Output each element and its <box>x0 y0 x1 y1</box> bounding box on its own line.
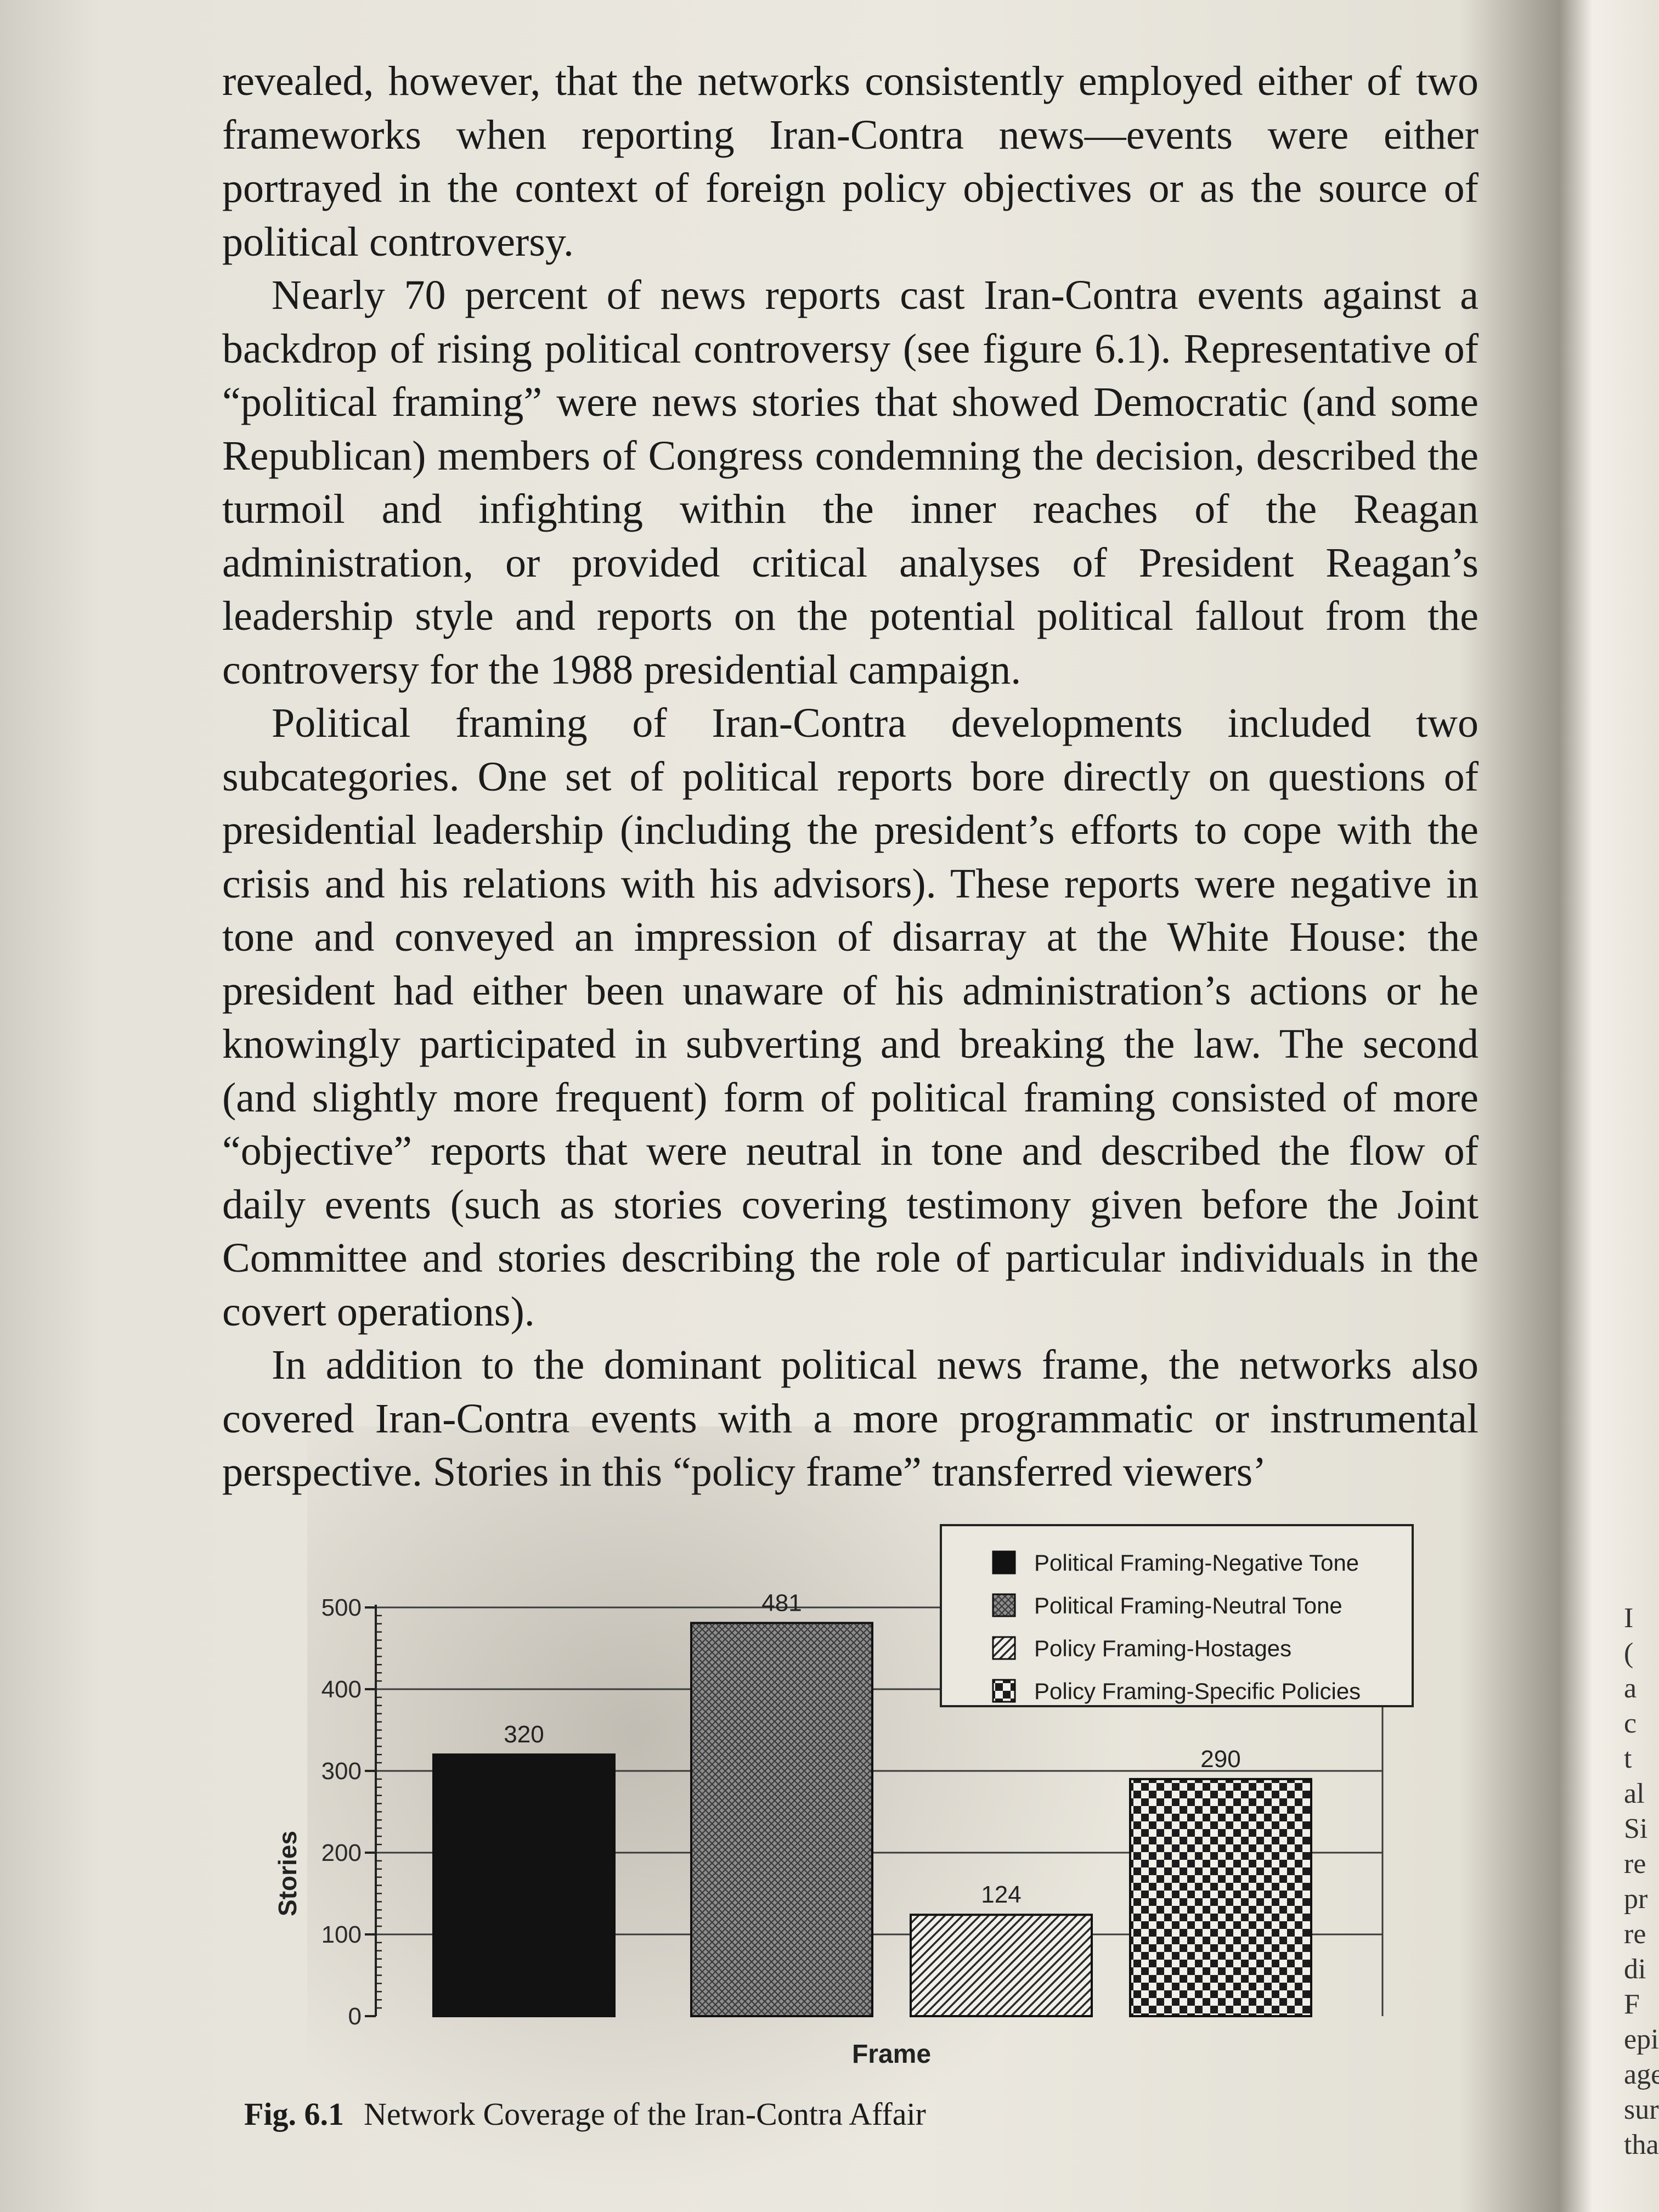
y-tick-label: 300 <box>321 1758 362 1785</box>
paragraph-1: revealed, however, that the networks con… <box>222 58 1479 265</box>
margin-fragment: t <box>1624 1743 1632 1774</box>
y-tick-label: 0 <box>348 2003 362 2030</box>
figure-caption: Fig. 6.1 Network Coverage of the Iran-Con… <box>244 2096 926 2132</box>
margin-fragment: di <box>1624 1954 1646 1985</box>
legend-swatch <box>992 1679 1016 1703</box>
y-tick-label: 100 <box>321 1921 362 1948</box>
figure-title: Network Coverage of the Iran-Contra Affa… <box>364 2096 926 2132</box>
margin-fragment: F <box>1624 1989 1640 2020</box>
data-label: 124 <box>981 1881 1021 1908</box>
bar <box>1129 1778 1312 2017</box>
legend-entry: Political Framing-Negative Tone <box>1034 1550 1359 1576</box>
bars <box>432 1622 1312 2017</box>
paragraph-3: Political framing of Iran-Contra develop… <box>222 700 1479 1335</box>
margin-fragment: pr <box>1624 1883 1648 1915</box>
legend-box <box>940 1524 1414 1707</box>
margin-fragment: surr <box>1624 2094 1659 2125</box>
bar-chart: 0 100 200 300 400 500 320 481 124 290 Political … <box>273 1524 1414 2068</box>
bar <box>910 1914 1093 2017</box>
figure-label: Fig. 6.1 <box>244 2096 345 2132</box>
legend-entry: Policy Framing-Hostages <box>1034 1635 1291 1661</box>
margin-fragment: re <box>1624 1848 1646 1880</box>
legend: Political Framing-Negative Tone Political… <box>940 1524 1414 1707</box>
legend-swatch <box>992 1636 1016 1660</box>
y-axis-title: Stories <box>273 1831 302 1916</box>
margin-fragment: that <box>1624 2129 1659 2160</box>
body-text: revealed, however, that the networks con… <box>222 55 1479 1499</box>
margin-fragment: ( <box>1624 1638 1634 1669</box>
data-labels: 320 481 124 290 <box>504 1589 1240 1908</box>
data-label: 481 <box>761 1589 802 1616</box>
paragraph-4: In addition to the dominant political ne… <box>222 1342 1479 1495</box>
figure-6-1-chart: 0 100 200 300 400 500 320 481 124 290 Political … <box>258 1514 1443 2068</box>
margin-fragment: c <box>1624 1708 1637 1739</box>
margin-fragment: Si <box>1624 1813 1648 1844</box>
margin-fragment: age <box>1624 2059 1659 2090</box>
paragraph-2: Nearly 70 percent of news reports cast I… <box>222 272 1479 693</box>
legend-swatch <box>992 1593 1016 1617</box>
y-tick-label: 400 <box>321 1676 362 1703</box>
margin-fragment: re <box>1624 1918 1646 1950</box>
x-axis-title: Frame <box>852 2040 931 2068</box>
y-axis: 0 100 200 300 400 500 <box>321 1594 382 2030</box>
margin-fragment: I <box>1624 1602 1634 1634</box>
legend-swatch <box>992 1550 1016 1575</box>
y-tick-label: 500 <box>321 1594 362 1621</box>
data-label: 290 <box>1200 1746 1240 1773</box>
data-label: 320 <box>504 1721 544 1748</box>
margin-fragment: epi <box>1624 2024 1659 2055</box>
margin-fragment: a <box>1624 1673 1637 1704</box>
margin-fragment: al <box>1624 1778 1645 1809</box>
bar <box>690 1622 873 2017</box>
legend-entry: Policy Framing-Specific Policies <box>1034 1678 1361 1704</box>
y-tick-label: 200 <box>321 1839 362 1866</box>
bar <box>432 1753 616 2017</box>
legend-entry: Political Framing-Neutral Tone <box>1034 1593 1342 1618</box>
